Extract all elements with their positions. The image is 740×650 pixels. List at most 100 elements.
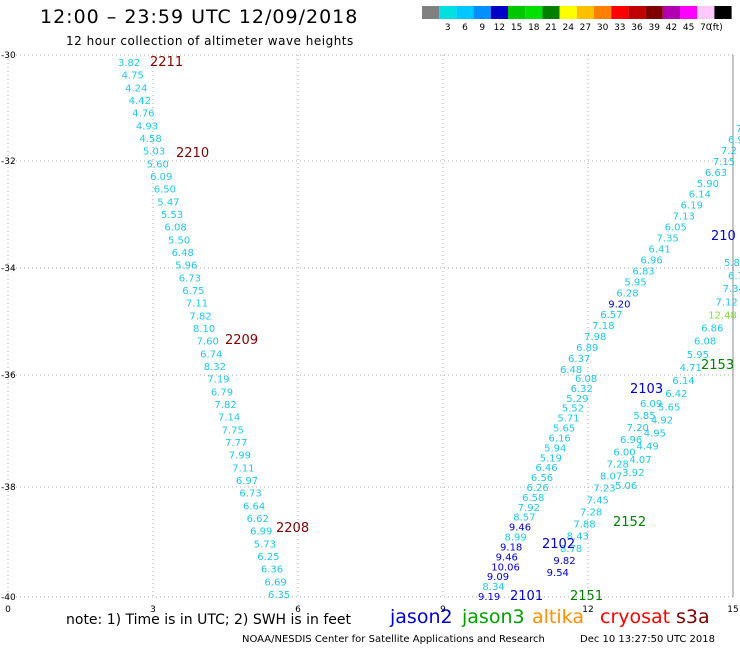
- swh-value: 6.96: [620, 435, 642, 446]
- lat-tick-label: -36: [1, 371, 16, 381]
- legend-swatch: [456, 6, 474, 19]
- swh-value: 8.07: [600, 471, 622, 482]
- swh-value: 6.63: [705, 168, 727, 179]
- color-legend: 3 6 9 12 15 18 21 24 27 30 33 36 39 42 45 70(ft): [422, 6, 732, 33]
- swh-value: 7.92: [518, 503, 540, 514]
- track-label-2101: 2101: [510, 589, 543, 604]
- satellite-jason2: jason2: [390, 606, 453, 628]
- swh-value: 7.14: [218, 413, 240, 424]
- legend-swatch: [645, 6, 663, 19]
- track-label-210: 210: [711, 229, 736, 244]
- swh-value: 3.92: [622, 468, 644, 479]
- swh-value: 6.36: [261, 565, 283, 576]
- swh-value: 6.86: [701, 324, 723, 335]
- swh-value: 5.65: [658, 402, 680, 413]
- swh-value: 4.95: [644, 429, 666, 440]
- swh-value: 10.06: [491, 562, 520, 573]
- swh-value: 5.47: [157, 197, 179, 208]
- legend-label: 18: [528, 23, 540, 33]
- swh-value: 5.96: [175, 261, 197, 272]
- swh-value: 6.42: [665, 389, 687, 400]
- swh-value: 9.18: [500, 542, 522, 553]
- swh-value: 6.97: [236, 476, 258, 487]
- swh-value: 6.79: [211, 387, 233, 398]
- legend-label: 21: [545, 23, 556, 33]
- legend-swatch: [714, 6, 732, 19]
- swh-value: 9.20: [608, 299, 630, 310]
- swh-value: 9.54: [547, 568, 569, 579]
- swh-value: 5.06: [615, 481, 637, 492]
- swh-value: 6.48: [172, 248, 194, 259]
- legend-unit: (ft): [709, 23, 723, 33]
- legend-label: 9: [479, 23, 485, 33]
- swh-value: 5.95: [687, 350, 709, 361]
- swh-value: 6.62: [247, 514, 269, 525]
- legend-label: 70: [700, 23, 712, 33]
- satellite-s3a: s3a: [676, 606, 710, 628]
- swh-value: 8.78: [560, 544, 582, 555]
- swh-value: 6.32: [571, 384, 593, 395]
- swh-value: 7.28: [580, 508, 602, 519]
- swh-value: 6.96: [640, 255, 662, 266]
- wave-height-observations: 3.82 4.754.24 4.42 4.764.93 4.58 5.035.60 6.09…: [118, 58, 740, 603]
- swh-value: 7.20: [627, 423, 649, 434]
- legend-swatch: [525, 6, 543, 19]
- lon-tick-label: 9: [440, 605, 446, 615]
- legend-label: 39: [648, 23, 660, 33]
- legend-label: 3: [445, 23, 451, 33]
- swh-value: 7.77: [225, 438, 247, 449]
- swh-value: 7.34: [723, 284, 740, 295]
- legend-swatch: [439, 6, 457, 19]
- legend-label: 30: [597, 23, 609, 33]
- lat-tick-label: -30: [1, 51, 16, 61]
- credit-line: NOAA/NESDIS Center for Satellite Applica…: [242, 634, 545, 645]
- swh-value: 7.99: [229, 451, 251, 462]
- swh-value: 4.42: [129, 96, 151, 107]
- swh-value: 5.19: [540, 453, 562, 464]
- swh-value: 4.93: [136, 121, 158, 132]
- swh-value: 5.94: [544, 443, 566, 454]
- track-label-2151: 2151: [570, 589, 603, 604]
- swh-value: 6.50: [154, 185, 176, 196]
- swh-value: 6.09: [640, 399, 662, 410]
- swh-value: 6.41: [649, 245, 671, 256]
- swh-value: 6.58: [522, 493, 544, 504]
- legend-swatch: [559, 6, 577, 19]
- swh-value: 6.16: [549, 433, 571, 444]
- legend-label: 45: [683, 23, 694, 33]
- swh-value: 6.08: [164, 223, 186, 234]
- swh-value: 9.09: [487, 572, 509, 583]
- track-label-2102: 2102: [542, 537, 575, 552]
- lon-tick-label: 12: [582, 605, 593, 615]
- legend-label: 6: [462, 23, 468, 33]
- swh-value: 3.82: [118, 58, 140, 69]
- legend-label: 33: [614, 23, 625, 33]
- swh-value: 4.49: [637, 442, 659, 453]
- swh-value: 4.24: [125, 83, 147, 94]
- swh-value: 7.45: [587, 496, 609, 507]
- swh-value: 6.25: [257, 552, 279, 563]
- legend-swatch: [594, 6, 612, 19]
- swh-value: 12.48: [708, 310, 737, 321]
- legend-label: 12: [494, 23, 505, 33]
- swh-value: 6.26: [527, 483, 549, 494]
- legend-label: 15: [511, 23, 522, 33]
- swh-value: 6.73: [179, 273, 201, 284]
- legend-swatch: [508, 6, 526, 19]
- swh-value: 6.83: [632, 266, 654, 277]
- swh-value: 5.73: [254, 539, 276, 550]
- satellite-jason3: jason3: [462, 606, 525, 628]
- swh-value: 6.75: [182, 286, 204, 297]
- swh-value: 9.46: [509, 523, 531, 534]
- track-label-2209: 2209: [225, 333, 258, 348]
- lat-tick-label: -38: [1, 483, 16, 493]
- swh-value: 6.08: [575, 374, 597, 385]
- map-subtitle: 12 hour collection of altimeter wave hei…: [66, 34, 354, 48]
- legend-label: 42: [666, 23, 677, 33]
- swh-value: 6.05: [665, 223, 687, 234]
- swh-value: 7.15: [713, 157, 735, 168]
- swh-value: 7.13: [673, 212, 695, 223]
- legend-swatch: [422, 6, 440, 19]
- swh-value: 9.19: [478, 592, 500, 603]
